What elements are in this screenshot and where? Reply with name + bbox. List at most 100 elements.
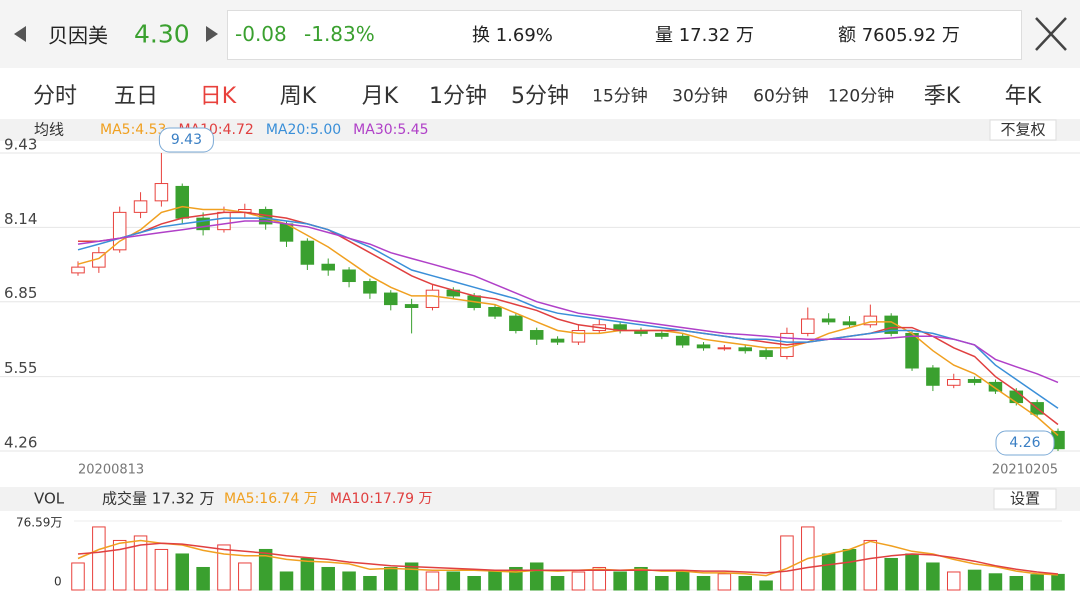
candle-body (926, 367, 940, 386)
x-end: 20210205 (992, 463, 1058, 478)
price: 4.30 (134, 19, 190, 49)
volume-bar (509, 566, 523, 591)
volume-bar (613, 571, 627, 591)
tab[interactable]: 周K (279, 84, 317, 109)
candle-body (384, 292, 398, 306)
y-tick-label: 0 (54, 575, 62, 589)
prev-arrow[interactable] (14, 26, 26, 42)
next-arrow[interactable] (206, 26, 218, 42)
volume-bar (988, 573, 1003, 591)
tab[interactable]: 120分钟 (827, 86, 895, 107)
change-pct: -1.83% (304, 22, 375, 46)
ma-line (78, 211, 1059, 426)
candle-body (175, 185, 190, 219)
y-tick-label: 4.26 (4, 434, 37, 452)
settings-button[interactable] (993, 488, 1057, 510)
tab[interactable]: 1分钟 (429, 84, 487, 109)
tab[interactable]: 五日 (113, 84, 159, 109)
volume-bar (550, 575, 565, 591)
candle-body (801, 318, 815, 334)
candle-body (655, 332, 669, 337)
candle-body (300, 240, 315, 265)
settings-label: 设置 (1010, 490, 1040, 508)
volume-bar (634, 566, 648, 591)
volume-bar (926, 562, 940, 591)
high-callout-box (158, 127, 214, 153)
tab[interactable]: 60分钟 (753, 86, 809, 107)
volume-bar (592, 566, 607, 591)
candle-body (967, 379, 982, 383)
candle-body (738, 347, 752, 352)
candle-body (842, 321, 857, 326)
volume-bar (446, 571, 461, 591)
candle-body (71, 266, 85, 274)
amount: 额 7605.92 万 (838, 25, 960, 46)
legend-entry: MA30:5.45 (353, 122, 428, 138)
volume-bar (863, 539, 878, 591)
quote-header: 贝因美 4.30 -0.08 -1.83% 换 1.69% 量 17.32 万 … (0, 0, 1080, 68)
candle-body (425, 289, 440, 308)
volume-bar (279, 571, 294, 591)
tab[interactable]: 年K (1004, 84, 1042, 109)
volume-bar (154, 548, 169, 591)
volume-bar (759, 580, 773, 591)
volume-bar (133, 535, 148, 591)
candle-body (363, 281, 377, 294)
candle-body (529, 330, 544, 340)
volume-bar (1051, 573, 1065, 591)
tab[interactable]: 30分钟 (672, 86, 728, 107)
candle-body (133, 200, 148, 213)
low-callout: 4.26 (1009, 435, 1040, 451)
tab[interactable]: 15分钟 (592, 86, 648, 107)
candle-body (946, 379, 961, 386)
candle-body (696, 344, 711, 349)
candle-body (154, 183, 169, 202)
candle-body (675, 335, 690, 346)
volume-bar (696, 575, 711, 591)
candle-body (404, 304, 419, 308)
candle-body (196, 217, 210, 231)
adjust-button[interactable] (989, 119, 1057, 141)
tab[interactable]: 月K (361, 84, 399, 109)
legend-entry: MA5:4.53 (100, 122, 166, 138)
candle-body (759, 350, 773, 357)
volume-bar (467, 575, 481, 591)
volume-bar (488, 571, 502, 591)
volume-bar (1009, 575, 1024, 591)
close-button[interactable] (1035, 17, 1067, 51)
ma-legend-bar (0, 119, 1080, 141)
volume-bar (425, 571, 440, 591)
candle-body (863, 315, 878, 326)
ma-line (77, 205, 1059, 436)
volume-bar (905, 553, 919, 591)
tab[interactable]: 5分钟 (511, 84, 569, 109)
candle-body (571, 330, 586, 343)
candle-body (488, 306, 502, 317)
volume-bar (238, 562, 252, 591)
volume-bar (300, 557, 315, 591)
tab[interactable]: 日K (199, 84, 237, 109)
volume-bar (175, 553, 190, 591)
candle-body (821, 318, 836, 323)
ma-line (77, 542, 1059, 575)
x-start: 20200813 (78, 463, 144, 478)
y-tick-label: 76.59万 (16, 516, 62, 530)
volume: 量 17.32 万 (655, 25, 754, 46)
volume-bar (1030, 574, 1044, 591)
volume-bar (321, 566, 335, 591)
tab[interactable]: 分时 (32, 84, 78, 109)
volume-bar (112, 539, 127, 591)
volume-bar (821, 553, 836, 591)
volume-bar (842, 548, 857, 591)
quote-box (227, 10, 1022, 60)
turnover: 换 1.69% (472, 25, 553, 46)
adjust-label: 不复权 (1000, 121, 1045, 139)
ma-line (77, 220, 1059, 384)
tab[interactable]: 季K (923, 84, 961, 109)
candle-body (217, 211, 231, 231)
candle-body (342, 269, 356, 283)
legend-entry: MA5:16.74 万 (224, 491, 318, 507)
volume-bar (717, 573, 732, 591)
